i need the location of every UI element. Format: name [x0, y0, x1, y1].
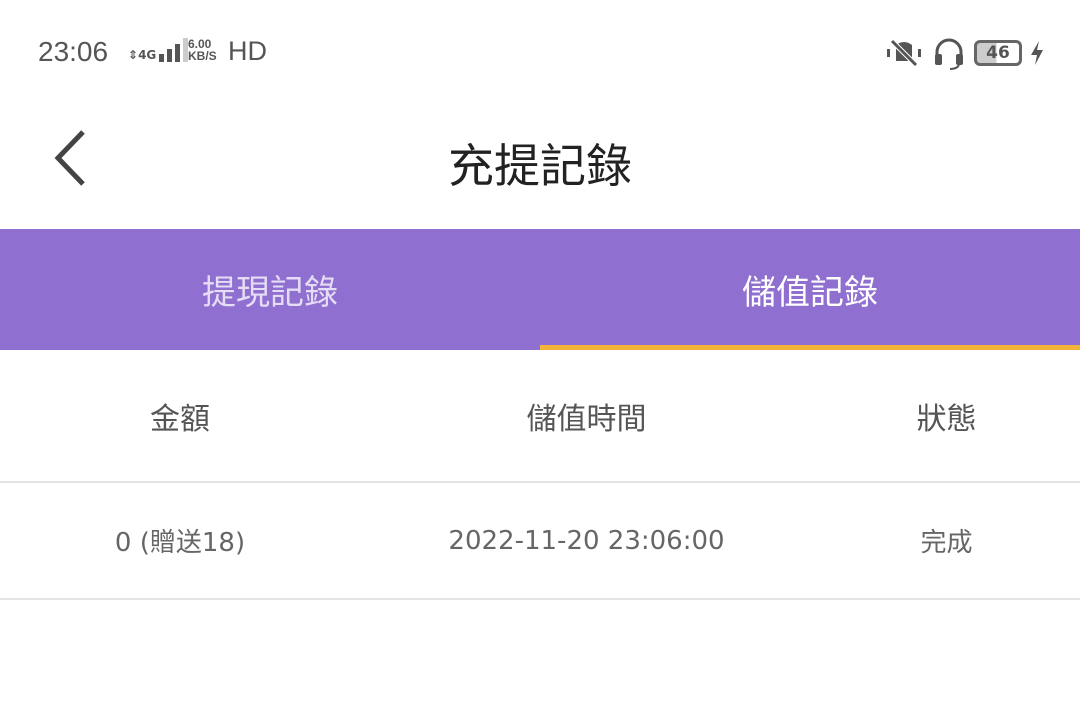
tab-deposit-records[interactable]: 儲值記錄	[540, 229, 1080, 350]
status-bar: 23:06 ⇕4G 6.00 KB/S HD 46	[0, 0, 1080, 100]
chevron-left-icon[interactable]	[48, 128, 98, 188]
app-header: 充提記錄	[0, 100, 1080, 228]
network-speed: 6.00 KB/S	[188, 37, 217, 63]
cell-amount: 0 (贈送18)	[114, 528, 246, 558]
column-amount: 金額	[150, 401, 210, 437]
page-title: 充提記錄	[448, 139, 632, 193]
signal-icon: ⇕4G	[128, 38, 189, 62]
charging-icon	[1031, 41, 1043, 65]
battery-icon: 46	[974, 40, 1022, 66]
vibrate-off-icon	[887, 39, 921, 67]
headphones-icon	[935, 38, 963, 70]
column-status: 狀態	[916, 401, 977, 437]
table-header: 金額 儲值時間 狀態	[0, 350, 1080, 483]
table-row: 0 (贈送18) 2022-11-20 23:06:00 完成	[0, 483, 1080, 600]
cell-status: 完成	[920, 528, 973, 558]
hd-indicator: HD	[228, 36, 267, 66]
tab-withdrawal-records[interactable]: 提現記錄	[202, 273, 338, 313]
cell-time: 2022-11-20 23:06:00	[448, 525, 725, 556]
column-time: 儲值時間	[526, 401, 647, 437]
clock: 23:06	[38, 36, 109, 67]
tab-bar: 提現記錄 儲值記錄	[0, 229, 1080, 350]
